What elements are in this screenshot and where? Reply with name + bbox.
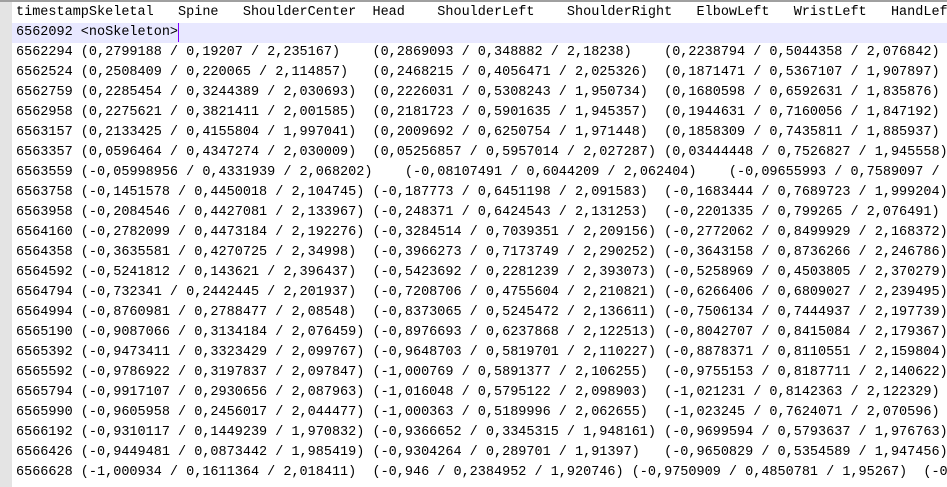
data-line[interactable]: 6564592 (-0,5241812 / 0,143621 / 2,39643…	[16, 265, 947, 280]
data-line[interactable]: 6566192 (-0,9310117 / 0,1449239 / 1,9708…	[16, 425, 947, 440]
data-line[interactable]: 6564160 (-0,2782099 / 0,4473184 / 2,1922…	[16, 225, 947, 240]
data-line[interactable]: 6564794 (-0,732341 / 0,2442445 / 2,20193…	[16, 285, 947, 300]
data-line[interactable]: 6565794 (-0,9917107 / 0,2930656 / 2,0879…	[16, 385, 940, 400]
data-line[interactable]: 6563357 (0,0596464 / 0,4347274 / 2,03000…	[16, 145, 947, 160]
current-line[interactable]: 6562092 <noSkeleton>	[12, 23, 947, 43]
data-line[interactable]: 6564994 (-0,8760981 / 0,2788477 / 2,0854…	[16, 305, 947, 320]
data-line[interactable]: 6563157 (0,2133425 / 0,4155804 / 1,99704…	[16, 125, 940, 140]
window-top-border	[0, 0, 947, 2]
editor-margin	[0, 2, 12, 487]
data-line[interactable]: 6565190 (-0,9087066 / 0,3134184 / 2,0764…	[16, 325, 947, 340]
text-caret	[178, 23, 180, 42]
data-line[interactable]: 6563559 (-0,05998956 / 0,4331939 / 2,068…	[16, 165, 947, 180]
text-editor[interactable]: timestampSkeletal Spine ShoulderCenter H…	[12, 3, 947, 487]
data-line[interactable]: 6563958 (-0,2084546 / 0,4427081 / 2,1339…	[16, 205, 940, 220]
header-line[interactable]: timestampSkeletal Spine ShoulderCenter H…	[16, 5, 947, 20]
data-line[interactable]: 6562958 (0,2275621 / 0,3821411 / 2,00158…	[16, 105, 940, 120]
data-line[interactable]: 6562524 (0,2508409 / 0,220065 / 2,114857…	[16, 65, 940, 80]
current-line-text: 6562092 <noSkeleton>	[16, 25, 179, 40]
data-line[interactable]: 6563758 (-0,1451578 / 0,4450018 / 2,1047…	[16, 185, 947, 200]
data-line[interactable]: 6565990 (-0,9605958 / 0,2456017 / 2,0444…	[16, 405, 940, 420]
data-line[interactable]: 6565592 (-0,9786922 / 0,3197837 / 2,0978…	[16, 365, 947, 380]
data-line[interactable]: 6566628 (-1,000934 / 0,1611364 / 2,01841…	[16, 465, 947, 480]
data-line[interactable]: 6564358 (-0,3635581 / 0,4270725 / 2,3499…	[16, 245, 947, 260]
data-line[interactable]: 6562294 (0,2799188 / 0,19207 / 2,235167)…	[16, 45, 940, 60]
data-line[interactable]: 6565392 (-0,9473411 / 0,3323429 / 2,0997…	[16, 345, 947, 360]
data-line[interactable]: 6566426 (-0,9449481 / 0,0873442 / 1,9854…	[16, 445, 947, 460]
data-line[interactable]: 6562759 (0,2285454 / 0,3244389 / 2,03069…	[16, 85, 940, 100]
